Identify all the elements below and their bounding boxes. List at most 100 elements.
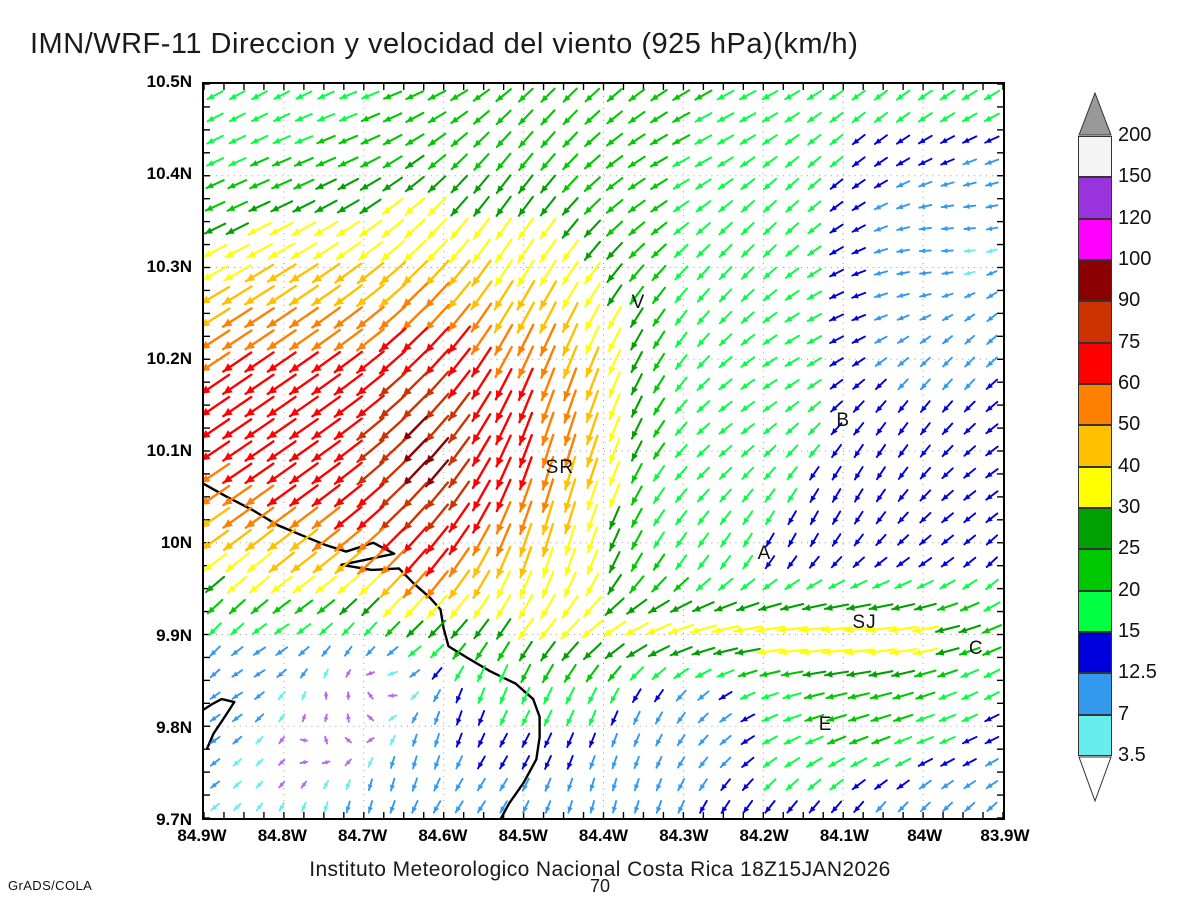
wind-vector-head — [762, 693, 769, 700]
wind-vector-head — [919, 560, 926, 567]
wind-vector-head — [676, 562, 683, 570]
wind-vector-head — [473, 523, 481, 533]
wind-vector-head — [541, 435, 550, 445]
wind-vector-head — [223, 407, 233, 417]
wind-vector-head — [962, 93, 970, 100]
wind-vector-head — [786, 783, 793, 790]
wind-vector-head — [867, 648, 876, 656]
wind-vector-head — [563, 480, 572, 490]
wind-vector-head — [673, 116, 681, 122]
wind-vector-head — [324, 736, 329, 743]
wind-vector-head — [223, 430, 233, 439]
wind-vector-head — [919, 181, 926, 187]
wind-vector-head — [897, 270, 904, 276]
wind-vector-head — [519, 94, 526, 102]
wind-vector-head — [267, 363, 278, 372]
wind-vector-head — [785, 382, 793, 389]
wind-vector-head — [494, 322, 503, 333]
wind-vector-head — [763, 249, 771, 257]
wind-vector-head — [848, 693, 856, 700]
wind-vector-head — [334, 408, 344, 417]
wind-vector-head — [919, 782, 927, 789]
wind-vector-head — [299, 649, 306, 656]
wind-vector-head — [497, 630, 504, 639]
wind-vector-head — [609, 498, 617, 507]
wind-vector-head — [673, 160, 681, 167]
wind-vector-head — [876, 472, 883, 480]
wind-vector-plot — [202, 82, 1005, 820]
wind-vector-head — [585, 139, 593, 147]
wind-vector-head — [207, 115, 215, 122]
wind-vector-head — [787, 495, 794, 502]
wind-vector-head — [406, 115, 414, 122]
wind-vector-head — [563, 523, 572, 534]
wind-vector-head — [273, 606, 281, 613]
wind-vector-head — [228, 182, 236, 189]
wind-vector-head — [898, 516, 905, 523]
wind-vector-head — [942, 405, 949, 412]
wind-vector-head — [942, 782, 949, 789]
wind-vector-head — [652, 672, 660, 679]
wind-vector-head — [985, 181, 993, 187]
wind-vector-head — [764, 783, 771, 790]
wind-vector-head — [827, 715, 835, 722]
wind-vector-head — [233, 738, 239, 744]
wind-vector-head — [256, 782, 262, 788]
wind-vector-head — [963, 137, 970, 143]
wind-vector-head — [207, 137, 215, 144]
wind-vector-head — [518, 367, 526, 378]
wind-vector-head — [735, 648, 744, 656]
wind-vector-head — [766, 539, 772, 547]
colorbar-tick-label: 50 — [1118, 413, 1141, 436]
wind-vector-head — [808, 427, 816, 435]
wind-vector-head — [245, 341, 255, 350]
wind-vector-head — [223, 385, 233, 394]
wind-vector-head — [273, 115, 281, 122]
wind-vector-head — [428, 161, 437, 169]
wind-vector-head — [987, 338, 994, 344]
wind-vector-head — [678, 761, 684, 768]
wind-vector-head — [986, 226, 993, 232]
wind-vector-head — [426, 566, 436, 576]
wind-vector-head — [428, 138, 437, 146]
wind-vector-head — [357, 319, 367, 329]
wind-vector-head — [696, 227, 704, 235]
wind-vector-head — [302, 693, 307, 700]
wind-vector-head — [984, 671, 992, 678]
wind-vector-head — [698, 716, 705, 723]
wind-vector-head — [274, 627, 282, 634]
wind-vector-head — [541, 162, 549, 170]
wind-vector-head — [586, 543, 594, 553]
wind-vector-head — [963, 159, 970, 165]
colorbar-tick-label: 3.5 — [1118, 744, 1146, 767]
wind-vector-head — [625, 628, 634, 635]
wind-vector-head — [519, 162, 527, 170]
wind-vector-head — [500, 762, 506, 769]
wind-vector-head — [451, 139, 459, 147]
wind-vector-head — [302, 715, 307, 722]
wind-vector-head — [832, 450, 838, 458]
wind-vector-head — [312, 408, 322, 417]
wind-vector-head — [608, 365, 616, 375]
wind-vector-head — [204, 272, 212, 280]
wind-vector-head — [540, 207, 548, 216]
wind-vector-head — [586, 522, 594, 531]
wind-vector-head — [412, 716, 418, 723]
wind-vector-head — [449, 544, 458, 554]
wind-vector-head — [540, 230, 548, 239]
colorbar-segment — [1078, 260, 1112, 302]
wind-vector-head — [943, 360, 949, 367]
wind-vector-head — [229, 606, 237, 614]
wind-vector-head — [518, 207, 526, 216]
wind-vector-head — [720, 517, 727, 525]
wind-vector-head — [741, 583, 748, 590]
wind-vector-head — [562, 275, 571, 285]
wind-vector-head — [719, 427, 726, 434]
wind-vector-head — [763, 583, 771, 590]
wind-vector-head — [720, 561, 727, 569]
wind-vector-head — [874, 270, 881, 276]
wind-vector-head — [360, 183, 369, 190]
wind-vector-head — [448, 321, 458, 331]
wind-vector-head — [345, 783, 351, 790]
wind-vector-head — [964, 405, 971, 412]
